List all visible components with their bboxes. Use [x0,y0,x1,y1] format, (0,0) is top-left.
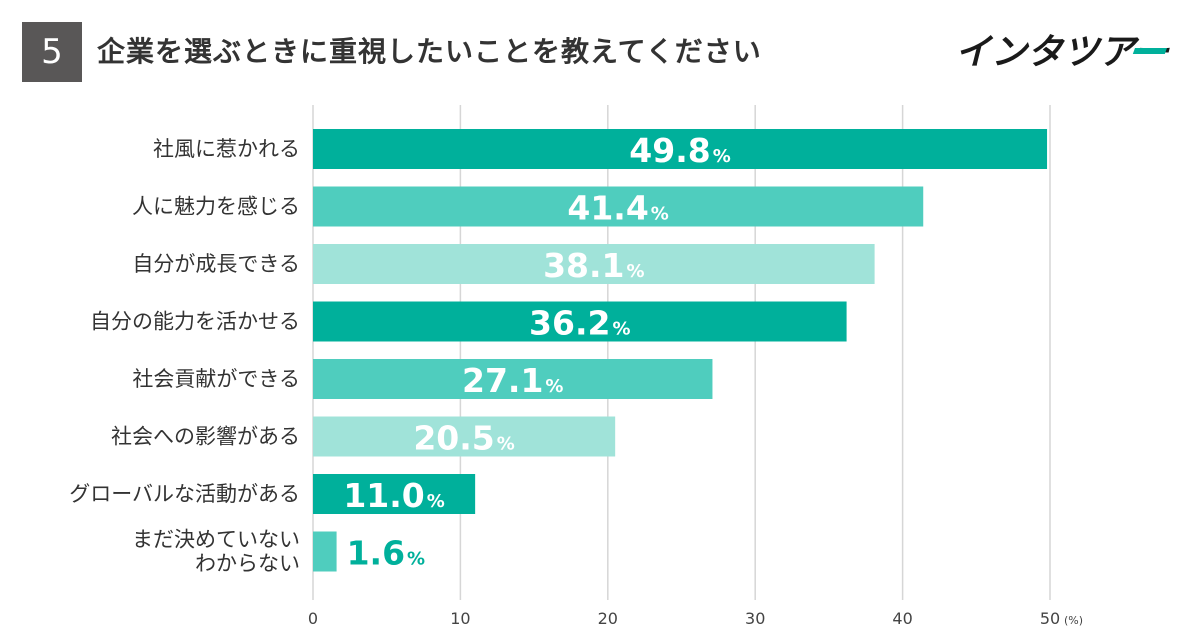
data-label-suffix: % [545,376,563,397]
data-label: 36.2% [529,304,630,343]
chart-title: 企業を選ぶときに重視したいことを教えてください [97,35,762,68]
data-label-value: 41.4 [567,189,648,228]
data-label: 41.4% [567,189,668,228]
data-label-suffix: % [427,491,445,512]
bar [313,416,616,457]
data-label-value: 36.2 [529,304,610,343]
data-label-value: 11.0 [343,476,424,515]
category-label: 自分の能力を活かせる [90,310,300,334]
data-label: 11.0% [343,476,444,515]
bar [313,186,924,227]
x-tick-label: 50 [1040,609,1060,628]
x-tick-label: 40 [892,609,912,628]
bar [313,474,476,514]
category-label: 社会への影響がある [111,425,300,449]
category-label: 人に魅力を感じる [132,195,300,219]
data-label: 38.1% [543,246,644,285]
data-label: 49.8% [629,131,730,170]
bar [313,129,1048,169]
chart-header: 5 企業を選ぶときに重視したいことを教えてください インタツアー [0,0,1200,110]
data-label-suffix: % [497,434,515,455]
bar [313,301,847,342]
x-tick-label: 20 [598,609,618,628]
category-label: 自分が成長できる [132,252,300,276]
question-number-badge: 5 [22,22,82,82]
data-label-value: 1.6 [347,534,405,573]
data-label: 20.5% [413,419,514,458]
category-label: 社会貢献ができる [132,367,300,391]
data-label: 27.1% [462,361,563,400]
data-label-value: 38.1 [543,246,624,285]
bar [313,359,713,399]
category-label: グローバルな活動がある [69,482,300,506]
x-tick-label: 30 [745,609,765,628]
x-axis-unit: (%) [1064,614,1083,627]
bar [313,531,337,572]
category-label: 社風に惹かれる [153,137,300,161]
x-tick-label: 10 [450,609,470,628]
x-tick-label: 0 [308,609,318,628]
category-label: わからない [195,552,300,576]
logo-accent-bar [1132,48,1167,54]
data-label-value: 20.5 [413,419,494,458]
category-label: まだ決めていない [132,528,300,552]
data-label-suffix: % [626,261,644,282]
data-label-value: 27.1 [462,361,543,400]
data-label-suffix: % [407,549,425,570]
data-label-suffix: % [713,146,731,167]
data-label-value: 49.8 [629,131,710,170]
bar [313,244,875,284]
data-label-suffix: % [651,204,669,225]
data-label-suffix: % [612,319,630,340]
data-label: 1.6% [347,534,426,573]
brand-logo: インタツアー [955,32,1170,73]
